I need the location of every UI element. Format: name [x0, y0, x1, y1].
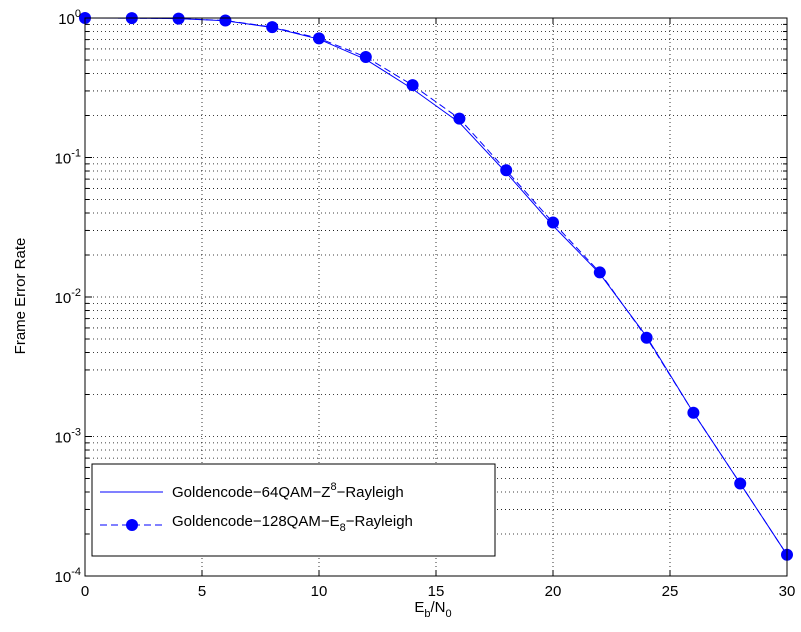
- legend-label-series-1-pre: Goldencode−64QAM−Z: [172, 484, 330, 501]
- series-2-point: [407, 79, 419, 91]
- series-2-point: [500, 164, 512, 176]
- series-2-point: [313, 32, 325, 44]
- legend-label-series-1: Goldencode−64QAM−Z8−Rayleigh: [172, 481, 404, 501]
- x-tick-label: 5: [198, 583, 206, 600]
- series-2-point: [219, 14, 231, 26]
- y-axis-label: Frame Error Rate: [12, 238, 29, 355]
- series-2-point: [687, 407, 699, 419]
- x-axis-label-sep: /N: [431, 599, 446, 616]
- y-tick-label: 10-3: [55, 427, 81, 447]
- legend-label-series-2-pre: Goldencode−128QAM−E: [172, 513, 340, 530]
- legend-box: [92, 464, 495, 556]
- y-tick-label: 10-2: [55, 287, 81, 307]
- x-axis-label-sub2: 0: [446, 608, 452, 620]
- x-tick-label: 20: [545, 583, 562, 600]
- series-2-point: [547, 217, 559, 229]
- series-2-point: [360, 51, 372, 63]
- x-tick-label: 25: [662, 583, 679, 600]
- x-axis-label: Eb/N0: [414, 599, 451, 620]
- series-2-point: [453, 113, 465, 125]
- series-2-point: [641, 332, 653, 344]
- legend-label-series-2-post: −Rayleigh: [346, 513, 413, 530]
- x-tick-label: 30: [779, 583, 796, 600]
- x-tick-label: 10: [311, 583, 328, 600]
- y-tick-label: 10-1: [55, 148, 81, 168]
- y-tick-label: 10-4: [55, 566, 81, 586]
- series-2-point: [173, 13, 185, 25]
- legend-marker-series-2: [126, 519, 138, 531]
- series-2-point: [594, 266, 606, 278]
- x-tick-label: 0: [81, 583, 89, 600]
- x-tick-label: 15: [428, 583, 445, 600]
- series-2-point: [266, 21, 278, 33]
- y-tick-label: 100: [58, 8, 81, 28]
- legend-label-series-1-post: −Rayleigh: [337, 484, 404, 501]
- x-axis-label-base: E: [414, 599, 424, 616]
- legend: Goldencode−64QAM−Z8−Rayleigh Goldencode−…: [92, 464, 495, 556]
- series-2-point: [734, 478, 746, 490]
